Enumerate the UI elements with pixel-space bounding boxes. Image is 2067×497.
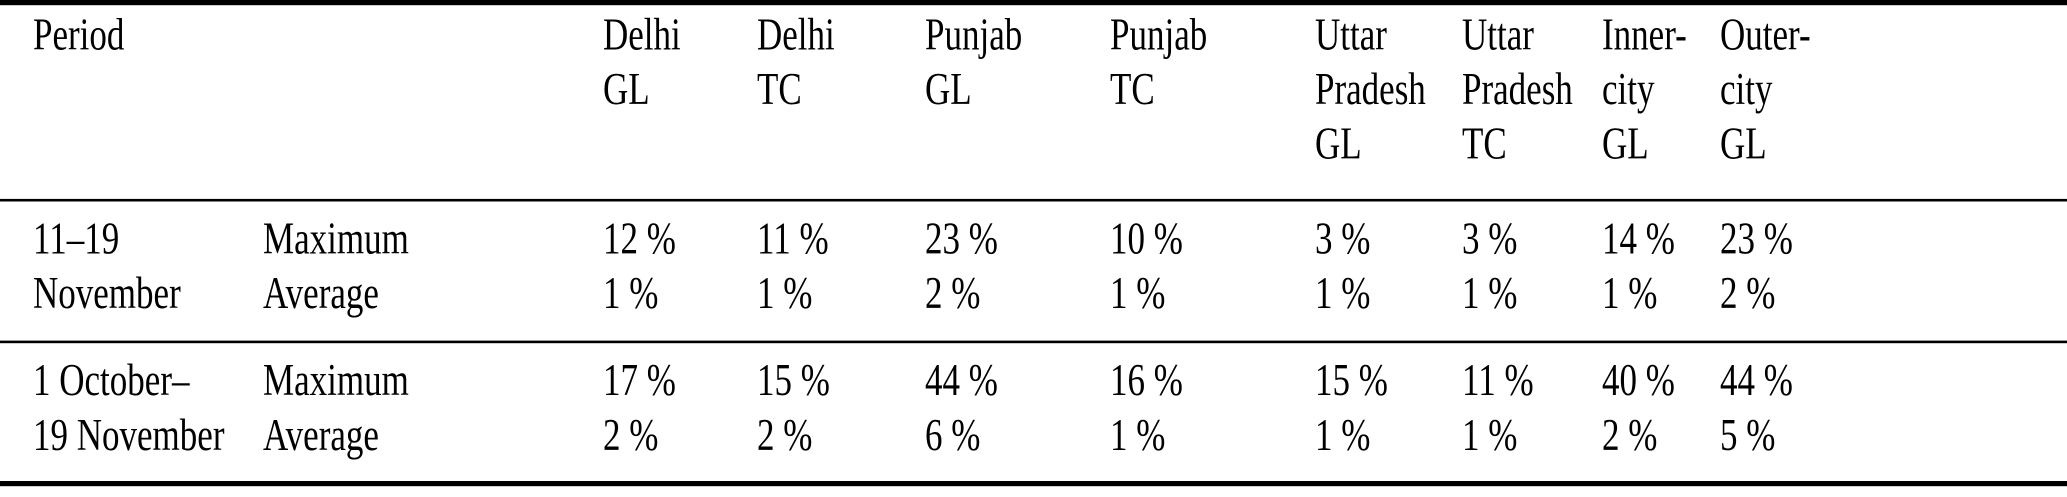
stat-cell: Maximum Average [230,200,570,344]
max-value: 40 % [1602,354,1675,406]
header-line: Outer- [1720,9,1811,60]
avg-value: 6 % [925,409,981,461]
value-cell-outer-city-gl: 44 % 5 % [1687,342,2067,484]
value-cell-delhi-gl: 12 % 1 % [570,200,724,344]
avg-value: 2 % [1720,267,1776,319]
header-line: city [1720,63,1773,115]
max-value: 23 % [1720,213,1793,264]
period-line: 11–19 [33,213,120,264]
period-line: 1 October– [33,354,190,406]
avg-value: 1 % [1315,267,1371,319]
column-header-uttar-pradesh-tc: Uttar Pradesh TC [1429,2,1573,202]
avg-value: 1 % [757,267,813,319]
period-line: 19 November [33,409,225,461]
avg-value: 2 % [1602,409,1658,461]
max-value: 15 % [1315,354,1388,406]
table-body: 11–19 November Maximum Average 12 % 1 % … [0,200,2067,483]
value-cell-uttar-pradesh-tc: 3 % 1 % [1429,200,1569,344]
table-row-11-19-november: 11–19 November Maximum Average 12 % 1 % … [0,200,2067,344]
header-line: GL [925,63,972,115]
avg-value: 1 % [1315,409,1371,461]
header-line: TC [1462,118,1507,169]
header-line: Period [33,9,125,60]
max-value: 10 % [1110,213,1183,264]
table-row-1-october-19-november: 1 October– 19 November Maximum Average 1… [0,342,2067,484]
value-cell-outer-city-gl: 23 % 2 % [1687,200,2067,344]
header-line: GL [1720,118,1767,169]
max-value: 11 % [1462,354,1534,406]
header-line: Punjab [925,9,1023,60]
avg-value: 1 % [1110,409,1166,461]
header-line: Uttar [1462,9,1534,60]
period-cell: 11–19 November [0,200,230,344]
column-header-punjab-tc: Punjab TC [1077,2,1282,202]
header-line: Pradesh [1462,63,1573,115]
header-line: Punjab [1110,9,1208,60]
max-value: 11 % [757,213,829,264]
header-line: GL [1315,118,1362,169]
column-header-outer-city-gl: Outer- city GL [1687,2,2067,202]
value-cell-uttar-pradesh-gl: 15 % 1 % [1282,342,1429,484]
avg-value: 2 % [603,409,659,461]
value-cell-punjab-gl: 44 % 6 % [892,342,1077,484]
avg-value: 1 % [1462,409,1518,461]
stat-label-average: Average [263,409,379,461]
column-header-delhi-tc: Delhi TC [724,2,892,202]
header-line: Inner- [1602,9,1687,60]
max-value: 14 % [1602,213,1675,264]
value-cell-punjab-tc: 10 % 1 % [1077,200,1282,344]
max-value: 3 % [1462,213,1518,264]
column-header-period: Period [0,2,230,202]
column-header-delhi-gl: Delhi GL [570,2,724,202]
stat-label-average: Average [263,267,379,319]
column-header-uttar-pradesh-gl: Uttar Pradesh GL [1282,2,1429,202]
header-line: Uttar [1315,9,1387,60]
value-cell-delhi-gl: 17 % 2 % [570,342,724,484]
header-line: TC [757,63,802,115]
header-line: Delhi [603,9,681,60]
value-cell-delhi-tc: 15 % 2 % [724,342,892,484]
header-line: GL [1602,118,1649,169]
avg-value: 2 % [757,409,813,461]
max-value: 16 % [1110,354,1183,406]
header-line: GL [603,63,650,115]
avg-value: 1 % [603,267,659,319]
max-value: 17 % [603,354,676,406]
max-value: 23 % [925,213,998,264]
max-value: 12 % [603,213,676,264]
value-cell-uttar-pradesh-gl: 3 % 1 % [1282,200,1429,344]
max-value: 44 % [1720,354,1793,406]
max-value: 3 % [1315,213,1371,264]
results-table: Period Delhi GL Delhi TC Punjab GL [0,0,2067,487]
avg-value: 2 % [925,267,981,319]
header-line: Delhi [757,9,835,60]
column-header-inner-city-gl: Inner- city GL [1569,2,1687,202]
max-value: 44 % [925,354,998,406]
header-line: Pradesh [1315,63,1426,115]
stat-label-maximum: Maximum [263,354,409,406]
value-cell-delhi-tc: 11 % 1 % [724,200,892,344]
avg-value: 5 % [1720,409,1776,461]
header-row: Period Delhi GL Delhi TC Punjab GL [0,2,2067,202]
stat-cell: Maximum Average [230,342,570,484]
avg-value: 1 % [1602,267,1658,319]
column-header-stat [230,2,570,202]
value-cell-punjab-tc: 16 % 1 % [1077,342,1282,484]
header-line: city [1602,63,1655,115]
avg-value: 1 % [1110,267,1166,319]
period-line: November [33,267,181,319]
table-header: Period Delhi GL Delhi TC Punjab GL [0,2,2067,202]
value-cell-inner-city-gl: 14 % 1 % [1569,200,1687,344]
max-value: 15 % [757,354,830,406]
value-cell-punjab-gl: 23 % 2 % [892,200,1077,344]
value-cell-uttar-pradesh-tc: 11 % 1 % [1429,342,1569,484]
header-line: TC [1110,63,1155,115]
avg-value: 1 % [1462,267,1518,319]
column-header-punjab-gl: Punjab GL [892,2,1077,202]
period-cell: 1 October– 19 November [0,342,230,484]
value-cell-inner-city-gl: 40 % 2 % [1569,342,1687,484]
stat-label-maximum: Maximum [263,213,409,264]
